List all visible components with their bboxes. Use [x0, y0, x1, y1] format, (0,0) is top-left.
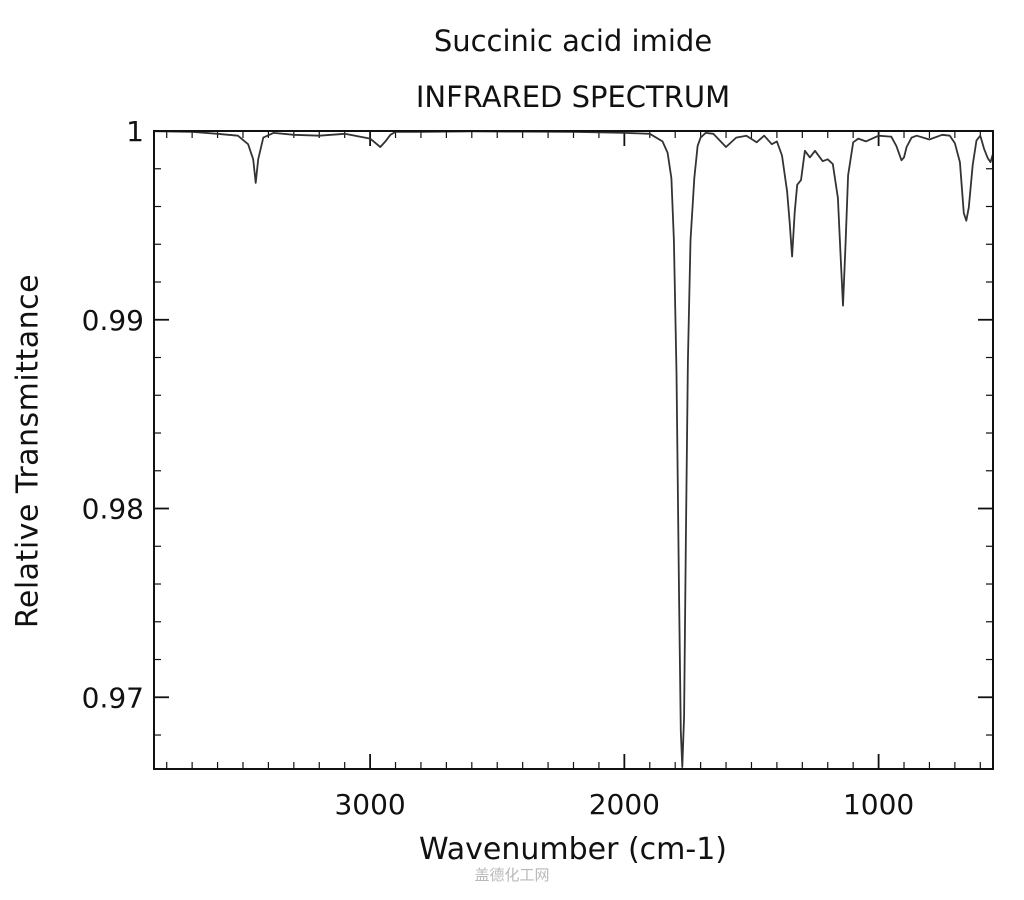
- plot-frame: [153, 130, 994, 770]
- y-tick-label: 0.97: [82, 681, 144, 714]
- chart-title: Succinic acid imide: [433, 24, 713, 58]
- chart-subtitle: INFRARED SPECTRUM: [415, 80, 731, 114]
- x-tick-label: 1000: [843, 788, 914, 821]
- axis-ticks: [154, 130, 993, 769]
- spectrum-line: [153, 130, 994, 768]
- x-tick-label: 3000: [334, 788, 405, 821]
- x-axis-label: Wavenumber (cm-1): [419, 832, 727, 867]
- x-tick-label: 2000: [589, 788, 660, 821]
- y-tick-label: 1: [126, 115, 144, 148]
- tick-labels: 3000 2000 1000 1 0.99 0.98 0.97: [82, 115, 915, 821]
- series-group: [153, 130, 994, 768]
- y-tick-label: 0.98: [82, 493, 144, 526]
- y-tick-label: 0.99: [82, 304, 144, 337]
- watermark: 盖德化工网: [474, 866, 550, 884]
